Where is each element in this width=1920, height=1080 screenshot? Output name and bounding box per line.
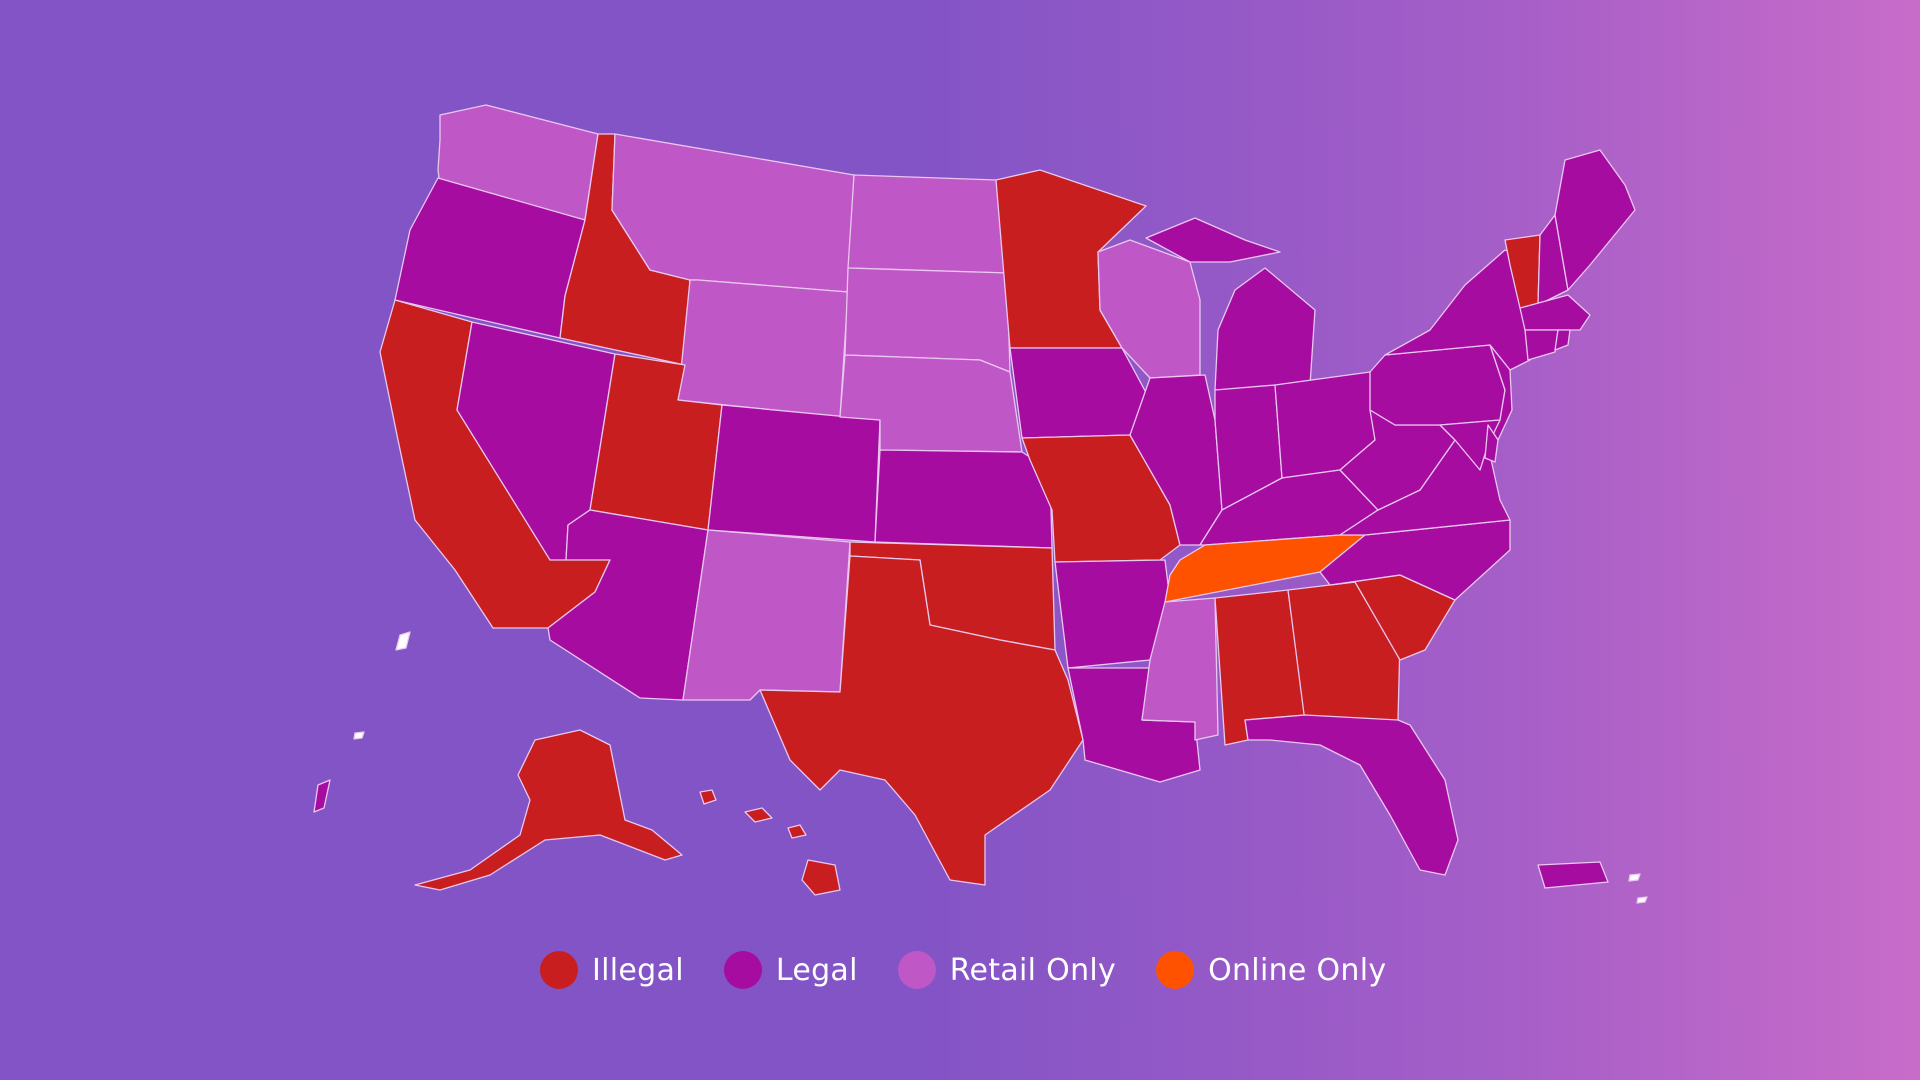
island-marker-1 [395,631,411,651]
legend-label-illegal: Illegal [592,952,684,988]
legend-item-illegal: Illegal [540,951,684,989]
state-MA[interactable] [1519,294,1591,331]
state-MT[interactable] [611,133,855,293]
state-MD[interactable] [1439,419,1501,471]
state-HI-3[interactable] [787,824,807,839]
state-PA[interactable] [1369,344,1506,426]
state-HI-4[interactable] [801,859,841,896]
state-HI-1[interactable] [699,789,717,805]
island-marker-4 [1636,896,1648,904]
state-WY[interactable] [677,279,849,418]
legend-item-retail-only: Retail Only [897,951,1117,989]
state-AK[interactable] [414,729,683,891]
state-IA[interactable] [1009,347,1151,439]
state-KS[interactable] [874,449,1053,549]
territory-PR[interactable] [1537,861,1609,889]
island-marker-2 [353,731,365,740]
state-ME[interactable] [1554,149,1636,291]
legend-swatch-illegal [540,951,578,989]
island-marker-3 [1628,873,1641,882]
state-HI-2[interactable] [744,807,773,823]
map-legend: Illegal Legal Retail Only Online Only [540,942,1386,998]
state-RI[interactable] [1554,329,1571,351]
legend-label-online-only: Online Only [1208,952,1387,988]
state-DE[interactable] [1484,424,1499,463]
legend-label-legal: Legal [775,952,858,988]
territory-GU[interactable] [313,779,331,813]
legend-swatch-online-only [1156,951,1195,989]
state-MI-upper[interactable] [1145,217,1281,263]
state-NM[interactable] [682,529,851,701]
legend-swatch-legal [723,951,762,989]
state-TX[interactable] [759,555,1084,886]
state-CO[interactable] [707,404,881,543]
state-MI-lower[interactable] [1214,267,1316,391]
state-MS[interactable] [1141,597,1219,741]
legend-item-online-only: Online Only [1156,951,1386,989]
state-ND[interactable] [847,174,1008,274]
state-FL[interactable] [1244,714,1459,876]
state-CT[interactable] [1524,329,1559,361]
legend-item-legal: Legal [723,951,858,989]
legend-swatch-retail-only [897,951,936,989]
legend-label-retail-only: Retail Only [949,952,1117,988]
